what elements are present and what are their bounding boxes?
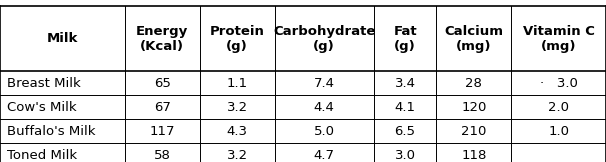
Text: 3.0: 3.0 <box>395 149 416 162</box>
Text: 4.1: 4.1 <box>395 101 416 114</box>
Text: 2.0: 2.0 <box>548 101 569 114</box>
Text: Carbohydrate
(g): Carbohydrate (g) <box>273 25 375 53</box>
Text: 58: 58 <box>154 149 171 162</box>
Text: 4.7: 4.7 <box>314 149 335 162</box>
Text: 1.0: 1.0 <box>548 125 569 138</box>
Text: Energy
(Kcal): Energy (Kcal) <box>136 25 188 53</box>
Text: 67: 67 <box>154 101 171 114</box>
Text: Calcium
(mg): Calcium (mg) <box>444 25 504 53</box>
Text: 3.4: 3.4 <box>395 77 416 90</box>
Text: Cow's Milk: Cow's Milk <box>7 101 77 114</box>
Text: ·   3.0: · 3.0 <box>540 77 578 90</box>
Text: 6.5: 6.5 <box>395 125 416 138</box>
Text: Breast Milk: Breast Milk <box>7 77 81 90</box>
Text: 7.4: 7.4 <box>314 77 335 90</box>
Text: 3.2: 3.2 <box>227 149 248 162</box>
Text: 120: 120 <box>461 101 487 114</box>
Text: 3.2: 3.2 <box>227 101 248 114</box>
Text: Fat
(g): Fat (g) <box>393 25 417 53</box>
Text: Milk: Milk <box>47 32 78 45</box>
Text: Buffalo's Milk: Buffalo's Milk <box>7 125 96 138</box>
Text: 28: 28 <box>465 77 482 90</box>
Text: 4.3: 4.3 <box>227 125 248 138</box>
Text: 1.1: 1.1 <box>227 77 248 90</box>
Text: 65: 65 <box>154 77 171 90</box>
Text: 5.0: 5.0 <box>314 125 335 138</box>
Text: 4.4: 4.4 <box>314 101 335 114</box>
Text: Vitamin C
(mg): Vitamin C (mg) <box>523 25 594 53</box>
Text: Toned Milk: Toned Milk <box>7 149 78 162</box>
Text: Protein
(g): Protein (g) <box>210 25 265 53</box>
Text: 118: 118 <box>461 149 487 162</box>
Text: 210: 210 <box>461 125 487 138</box>
Text: 117: 117 <box>150 125 175 138</box>
